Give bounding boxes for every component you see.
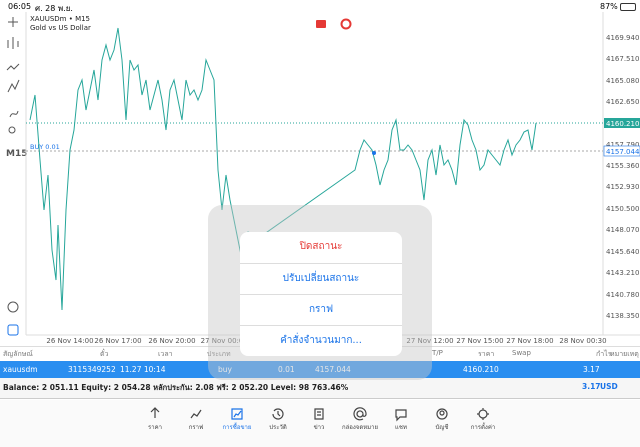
trade-icon[interactable]	[316, 20, 326, 28]
time-label: 27 Nov 00:0	[201, 337, 244, 345]
toolbar[interactable]	[6, 17, 20, 336]
profit-total: 3.17	[582, 382, 601, 391]
balance-bar	[0, 378, 640, 399]
time-label: 27 Nov 18:00	[506, 337, 553, 345]
tab-icon[interactable]	[475, 406, 491, 422]
column-header: ราคา	[478, 350, 495, 358]
price-label: 4157.790	[606, 141, 639, 149]
tab-label[interactable]: กล่องจดหมาย	[341, 424, 379, 431]
time-label: 27 Nov 15:00	[456, 337, 503, 345]
menu-item[interactable]: ปรับเปลี่ยนสถานะ	[240, 263, 402, 294]
tab-label[interactable]: การตั้งค่า	[470, 424, 496, 431]
tab-icon[interactable]	[188, 406, 204, 422]
icon-shape	[272, 408, 284, 420]
tab-label[interactable]: ข่าว	[313, 424, 325, 431]
column-header: T/P	[432, 349, 443, 357]
time-label: 28 Nov 00:30	[559, 337, 606, 345]
menu-item[interactable]: กราฟ	[240, 294, 402, 325]
position-row[interactable]	[0, 361, 640, 378]
price-label: 4152.930	[606, 183, 639, 191]
chart: M15 XAUUSDm • M15 Gold vs US Dollar BUY …	[6, 12, 640, 345]
tab-icon[interactable]	[311, 406, 327, 422]
battery-icon	[620, 3, 636, 11]
column-header: Swap	[512, 349, 531, 357]
price-label: 4138.350	[606, 312, 639, 320]
price-label: 4162.650	[606, 98, 639, 106]
currency: USD	[600, 382, 618, 391]
time-label: 26 Nov 14:00	[46, 337, 93, 345]
tab-label[interactable]: บัญชี	[435, 424, 449, 431]
position-cell: 3115349252	[68, 365, 116, 374]
position-cell: 0.01	[278, 365, 295, 374]
time-label: 26 Nov 20:00	[148, 337, 195, 345]
battery: 87%	[600, 2, 618, 11]
position-cell: buy	[218, 365, 232, 374]
price-label: 4155.360	[606, 162, 639, 170]
menu-item[interactable]: ปิดสถานะ	[299, 241, 343, 252]
position-cell: 11.27 10:14	[120, 365, 166, 374]
oneclick-icon[interactable]	[340, 18, 352, 30]
timeframe: M15	[6, 149, 27, 159]
price-label: 4169.940	[606, 34, 639, 42]
position-cell: 4160.210	[463, 365, 499, 374]
icon-shape	[150, 407, 160, 418]
icon-shape	[231, 408, 243, 420]
tab-icon[interactable]	[229, 406, 245, 422]
column-header: กำไร	[596, 350, 612, 358]
time-label: 26 Nov 17:00	[94, 337, 141, 345]
order-line-label: BUY 0.01	[30, 143, 60, 151]
price-line	[29, 27, 537, 311]
order-label: 4157.044	[606, 148, 640, 156]
description: Gold vs US Dollar	[30, 24, 91, 32]
tab-icon[interactable]	[434, 406, 450, 422]
order-marker	[372, 151, 376, 155]
time-label: 27 Nov 12:00	[406, 337, 453, 345]
price-label: 4140.780	[606, 291, 639, 299]
icon-shape	[477, 408, 489, 420]
bid-badge	[604, 118, 640, 128]
column-header: เวลา	[158, 350, 173, 358]
order-badge	[603, 145, 640, 157]
tab-icon[interactable]	[393, 406, 409, 422]
price-label: 4145.640	[606, 248, 639, 256]
tab-icon[interactable]	[352, 406, 368, 422]
tab-icon[interactable]	[147, 406, 163, 422]
bid-label: 4160.210	[606, 120, 639, 128]
tab-label[interactable]: การซื้อขาย	[222, 424, 252, 431]
symbol: XAUUSDm • M15	[30, 15, 90, 23]
position-cell: 4157.044	[315, 365, 351, 374]
position-cell: 3.17	[583, 365, 600, 374]
status-time: 06:05	[8, 2, 32, 11]
price-label: 4167.510	[606, 55, 639, 63]
icon-shape	[314, 408, 324, 420]
price-label: 4165.080	[606, 77, 639, 85]
icon-shape	[190, 409, 202, 419]
column-header: ประเภท	[207, 350, 231, 358]
price-label: 4150.500	[606, 205, 639, 213]
icon-shape	[353, 407, 367, 421]
price-label: 4143.210	[606, 269, 639, 277]
menu-item[interactable]: คำสั่งจำนวนมาก...	[240, 325, 402, 356]
balance-summary: Balance: 2 051.11 Equity: 2 054.28 หลักป…	[3, 383, 349, 392]
position-cell: xauusdm	[3, 365, 38, 374]
tab-label[interactable]: ประวัติ	[269, 424, 287, 431]
tab-bar	[0, 400, 640, 447]
column-header: ตั๋ว	[100, 350, 109, 358]
column-header: สัญลักษณ์	[3, 350, 33, 358]
tab-icon[interactable]	[270, 406, 286, 422]
tab-label[interactable]: กราฟ	[188, 424, 204, 431]
price-label: 4148.070	[606, 226, 639, 234]
tab-label[interactable]: แชท	[395, 424, 407, 431]
icon-shape	[395, 409, 407, 422]
status-date: ศ. 28 พ.ย.	[35, 4, 73, 13]
icon-shape	[436, 408, 448, 420]
tab-label[interactable]: ราคา	[148, 424, 162, 431]
column-header: หมายเหตุ	[610, 350, 639, 358]
